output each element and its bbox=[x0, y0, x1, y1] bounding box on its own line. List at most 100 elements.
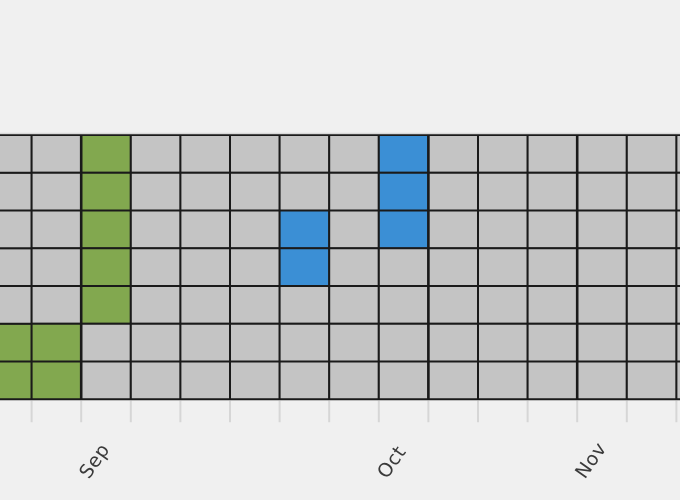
calendar-cell bbox=[427, 322, 479, 363]
calendar-cell bbox=[625, 360, 678, 401]
calendar-cell bbox=[576, 285, 628, 325]
calendar-cell bbox=[576, 171, 628, 212]
calendar-cell bbox=[328, 134, 380, 174]
calendar-cell-blue bbox=[377, 209, 430, 250]
calendar-cell bbox=[675, 322, 680, 363]
calendar-cell bbox=[576, 322, 628, 363]
calendar-cell bbox=[427, 171, 479, 212]
calendar-cell bbox=[129, 209, 182, 250]
calendar-cell-green bbox=[0, 322, 33, 363]
calendar-cell bbox=[278, 134, 331, 174]
calendar-cell bbox=[576, 209, 628, 250]
calendar-cell bbox=[477, 285, 529, 325]
calendar-cell bbox=[675, 171, 680, 212]
calendar-cell bbox=[0, 209, 33, 250]
calendar-cell bbox=[526, 285, 579, 325]
calendar-cell bbox=[229, 322, 281, 363]
calendar-cell bbox=[377, 285, 430, 325]
calendar-cell-green bbox=[80, 134, 132, 174]
calendar-cell bbox=[625, 209, 678, 250]
calendar-cell bbox=[229, 360, 281, 401]
calendar-cell bbox=[477, 360, 529, 401]
calendar-cell bbox=[576, 247, 628, 287]
calendar-cell bbox=[129, 247, 182, 287]
calendar-cell bbox=[526, 171, 579, 212]
calendar-cell bbox=[477, 171, 529, 212]
calendar-cell bbox=[625, 171, 678, 212]
calendar-cell bbox=[80, 322, 132, 363]
calendar-cell bbox=[328, 247, 380, 287]
calendar-cell bbox=[0, 247, 33, 287]
calendar-cell bbox=[328, 285, 380, 325]
calendar-cell bbox=[526, 134, 579, 174]
calendar-cell bbox=[229, 134, 281, 174]
calendar-cell bbox=[328, 322, 380, 363]
calendar-cell-blue bbox=[278, 247, 331, 287]
calendar-cell bbox=[129, 322, 182, 363]
calendar-cell bbox=[229, 285, 281, 325]
calendar-cell bbox=[179, 322, 231, 363]
calendar-cell bbox=[427, 134, 479, 174]
calendar-cell bbox=[576, 360, 628, 401]
calendar-cell bbox=[477, 134, 529, 174]
calendar-cell bbox=[477, 209, 529, 250]
calendar-cell bbox=[427, 285, 479, 325]
calendar-cell bbox=[427, 360, 479, 401]
calendar-cell-green bbox=[80, 247, 132, 287]
calendar-cell bbox=[129, 285, 182, 325]
calendar-cell bbox=[278, 285, 331, 325]
calendar-cell bbox=[30, 209, 83, 250]
calendar-cell bbox=[328, 360, 380, 401]
calendar-cell bbox=[377, 322, 430, 363]
calendar-cell bbox=[328, 171, 380, 212]
calendar-cell bbox=[625, 285, 678, 325]
calendar-cell bbox=[179, 247, 231, 287]
calendar-cell bbox=[179, 285, 231, 325]
calendar-cell bbox=[129, 134, 182, 174]
calendar-cell bbox=[526, 322, 579, 363]
calendar-cell bbox=[526, 360, 579, 401]
calendar-cell bbox=[377, 360, 430, 401]
calendar-cell bbox=[80, 360, 132, 401]
calendar-cell bbox=[129, 360, 182, 401]
calendar-cell bbox=[179, 134, 231, 174]
calendar-cell bbox=[179, 171, 231, 212]
calendar-cell bbox=[526, 209, 579, 250]
calendar-cell bbox=[576, 134, 628, 174]
calendar-cell bbox=[278, 360, 331, 401]
calendar-cell bbox=[0, 285, 33, 325]
calendar-cell bbox=[675, 285, 680, 325]
calendar-cell bbox=[229, 209, 281, 250]
calendar-cell bbox=[30, 134, 83, 174]
calendar-cell bbox=[0, 134, 33, 174]
calendar-cell bbox=[427, 247, 479, 287]
calendar-cell-blue bbox=[278, 209, 331, 250]
calendar-cell bbox=[129, 171, 182, 212]
calendar-cell bbox=[229, 171, 281, 212]
calendar-cell bbox=[675, 360, 680, 401]
calendar-cell bbox=[30, 171, 83, 212]
calendar-cell-green bbox=[80, 209, 132, 250]
calendar-cell bbox=[30, 285, 83, 325]
calendar-cell bbox=[675, 247, 680, 287]
calendar-cell-green bbox=[80, 285, 132, 325]
calendar-cell bbox=[675, 134, 680, 174]
calendar-cell bbox=[278, 322, 331, 363]
calendar-cell bbox=[625, 247, 678, 287]
calendar-cell bbox=[179, 360, 231, 401]
calendar-cell bbox=[625, 134, 678, 174]
calendar-cell bbox=[625, 322, 678, 363]
calendar-cell-green bbox=[80, 171, 132, 212]
calendar-cell-green bbox=[30, 322, 83, 363]
calendar-cell bbox=[179, 209, 231, 250]
calendar-cell bbox=[278, 171, 331, 212]
calendar-cell-green bbox=[0, 360, 33, 401]
calendar-cell bbox=[377, 247, 430, 287]
calendar-cell bbox=[526, 247, 579, 287]
calendar-cell bbox=[30, 247, 83, 287]
calendar-cell-blue bbox=[377, 134, 430, 174]
calendar-cell-blue bbox=[377, 171, 430, 212]
calendar-cell bbox=[675, 209, 680, 250]
calendar-cell bbox=[477, 247, 529, 287]
